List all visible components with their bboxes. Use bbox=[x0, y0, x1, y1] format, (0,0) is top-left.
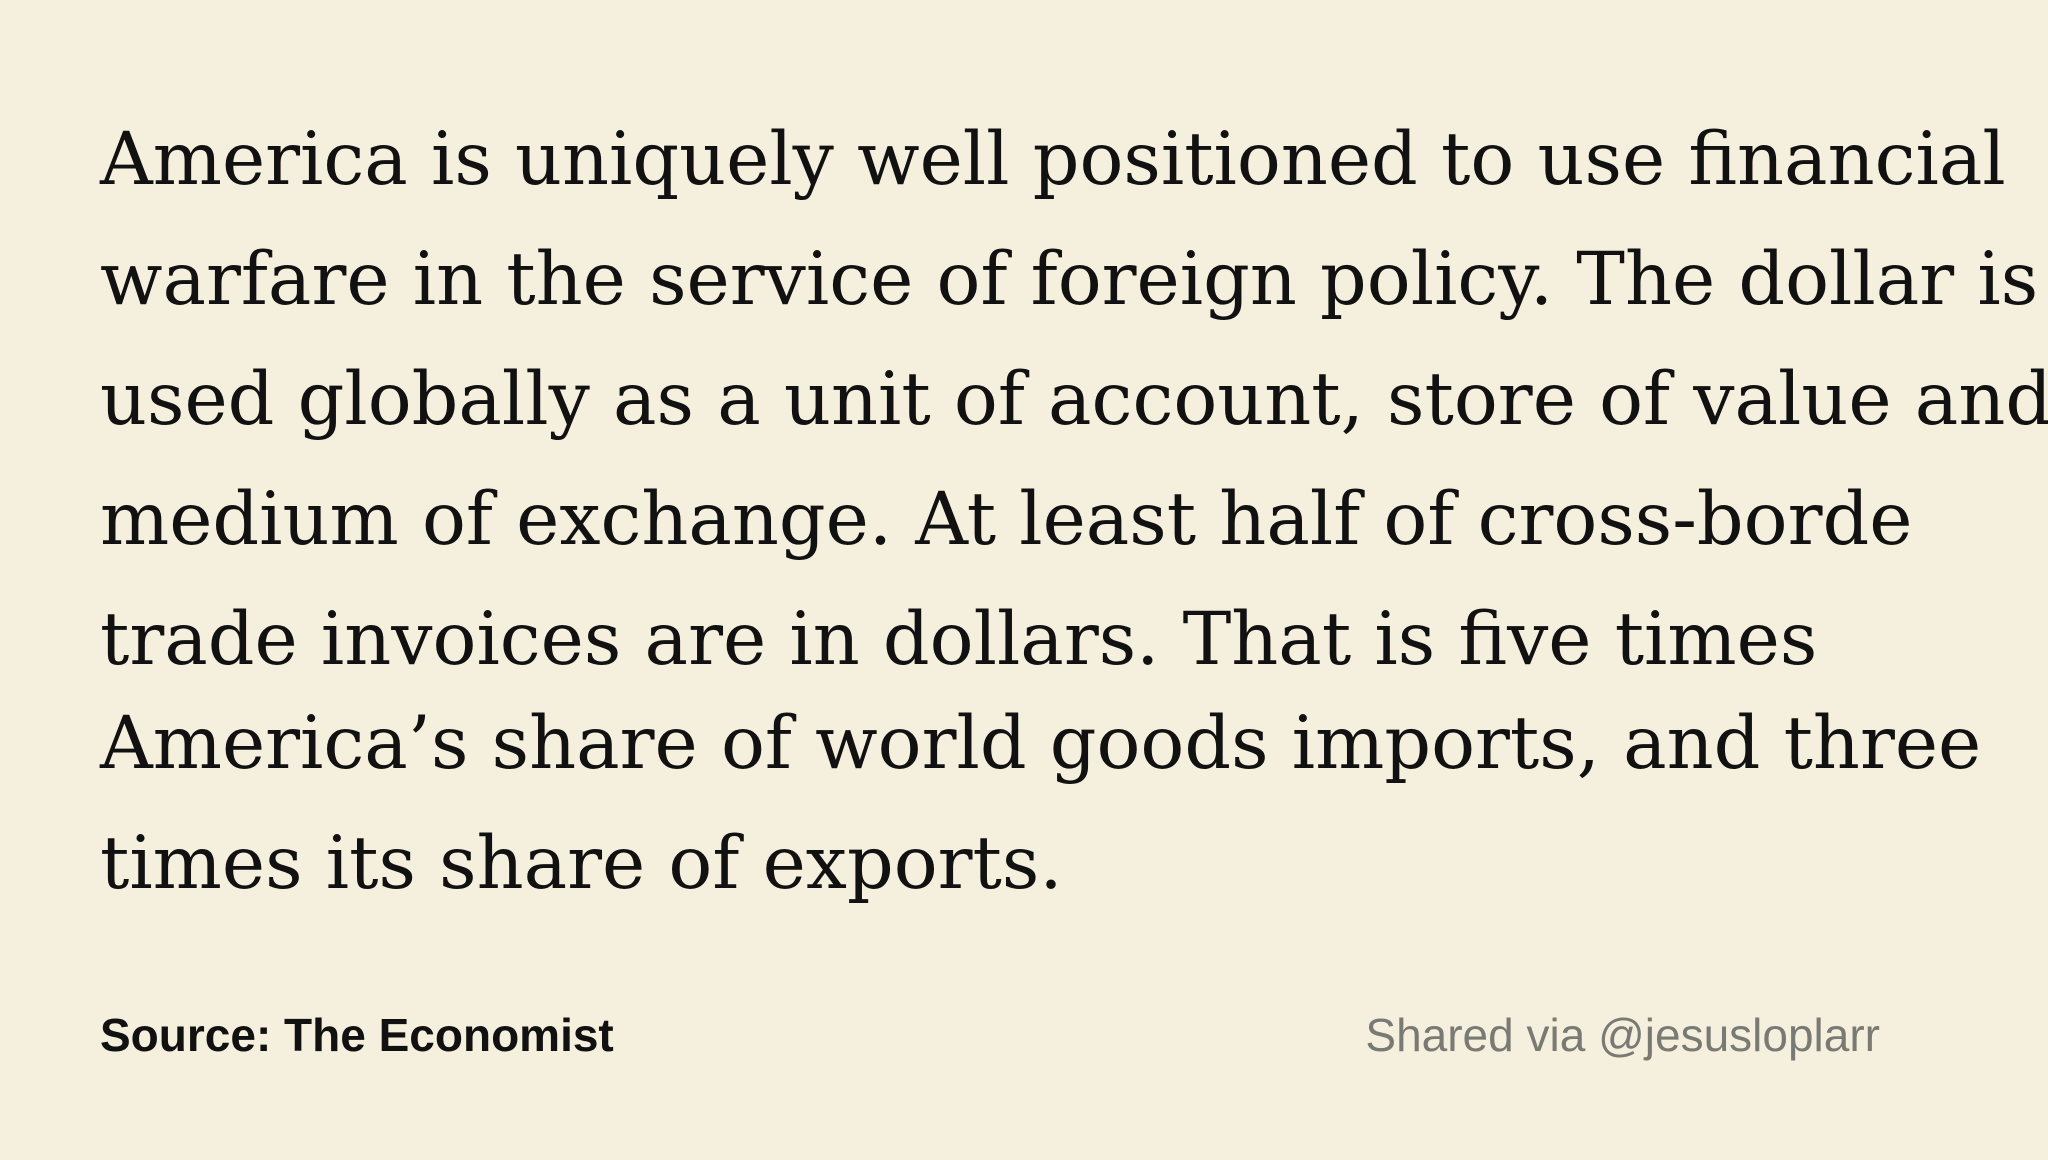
quote-line-4: medium of exchange. At least half of cro… bbox=[100, 477, 1913, 562]
quote-line-1: America is uniquely well positioned to u… bbox=[100, 117, 2006, 202]
quote-line-3: used globally as a unit of account, stor… bbox=[100, 357, 2048, 442]
quote-line-7: times its share of exports. bbox=[100, 821, 1063, 906]
quote-text: America is uniquely well positioned to u… bbox=[100, 100, 2048, 924]
quote-line-2: warfare in the service of foreign policy… bbox=[100, 237, 2039, 322]
shared-via-credit: Shared via @jesusloplarr bbox=[1365, 1009, 1880, 1061]
quote-line-6: America’s share of world goods imports, … bbox=[100, 701, 1982, 786]
quote-line-5: trade invoices are in dollars. That is f… bbox=[100, 597, 1818, 682]
card-footer: Source: The Economist Shared via @jesusl… bbox=[100, 1005, 1880, 1065]
source-attribution: Source: The Economist bbox=[100, 1009, 614, 1061]
